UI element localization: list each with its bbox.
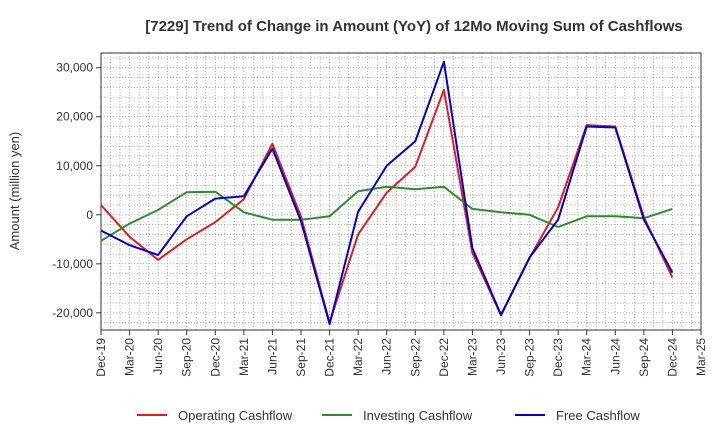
legend-label: Free Cashflow [556,408,640,423]
x-tick-label: Dec-22 [437,338,451,377]
y-tick-label: 0 [86,208,93,222]
x-tick-label: Dec-24 [665,338,679,377]
series-line-3 [100,60,674,326]
x-tick-label: Mar-23 [465,338,479,376]
x-tick-label: Mar-25 [694,338,708,376]
x-tick-label: Mar-21 [237,338,251,376]
plot-frame [100,52,702,331]
y-tick-label: 20,000 [56,110,93,124]
x-tick-label: Dec-23 [551,338,565,377]
x-tick-label: Jun-22 [380,338,394,375]
y-tick-label: -20,000 [52,306,93,320]
x-tick-label: Sep-21 [294,338,308,377]
chart-title: [7229] Trend of Change in Amount (YoY) o… [145,18,683,35]
x-tick-label: Dec-20 [208,338,222,377]
y-tick-label: 30,000 [56,61,93,75]
legend-label: Investing Cashflow [363,408,473,423]
legend-label: Operating Cashflow [178,408,293,423]
x-tick-label: Dec-21 [323,338,337,377]
x-tick-label: Sep-24 [637,338,651,377]
y-tick-label: -10,000 [52,257,93,271]
x-tick-label: Mar-20 [123,338,137,376]
x-axis-ticks: Dec-19 Mar-20 Jun-20 Sep-20 Dec-20 Mar-21 Jun-… [94,330,708,377]
legend: Operating Cashflow Investing Cashflow Free… [137,408,640,423]
x-tick-label: Jun-21 [265,338,279,375]
series-line-2 [100,185,673,242]
x-tick-label: Sep-23 [523,338,537,377]
y-axis-label: Amount (million yen) [7,132,22,251]
y-tick-label: 10,000 [56,159,93,173]
x-tick-label: Mar-24 [580,338,594,376]
x-tick-label: Dec-19 [94,338,108,377]
x-tick-label: Jun-23 [494,338,508,375]
x-tick-label: Sep-20 [180,338,194,377]
x-tick-label: Jun-24 [608,338,622,375]
x-tick-label: Sep-22 [408,338,422,377]
series-line-1 [100,88,674,324]
x-tick-label: Jun-20 [151,338,165,375]
y-axis-ticks: 30,000 20,000 10,000 0 -10,000 -20,000 [52,61,101,320]
series-lines [100,60,674,326]
x-tick-label: Mar-22 [351,338,365,376]
